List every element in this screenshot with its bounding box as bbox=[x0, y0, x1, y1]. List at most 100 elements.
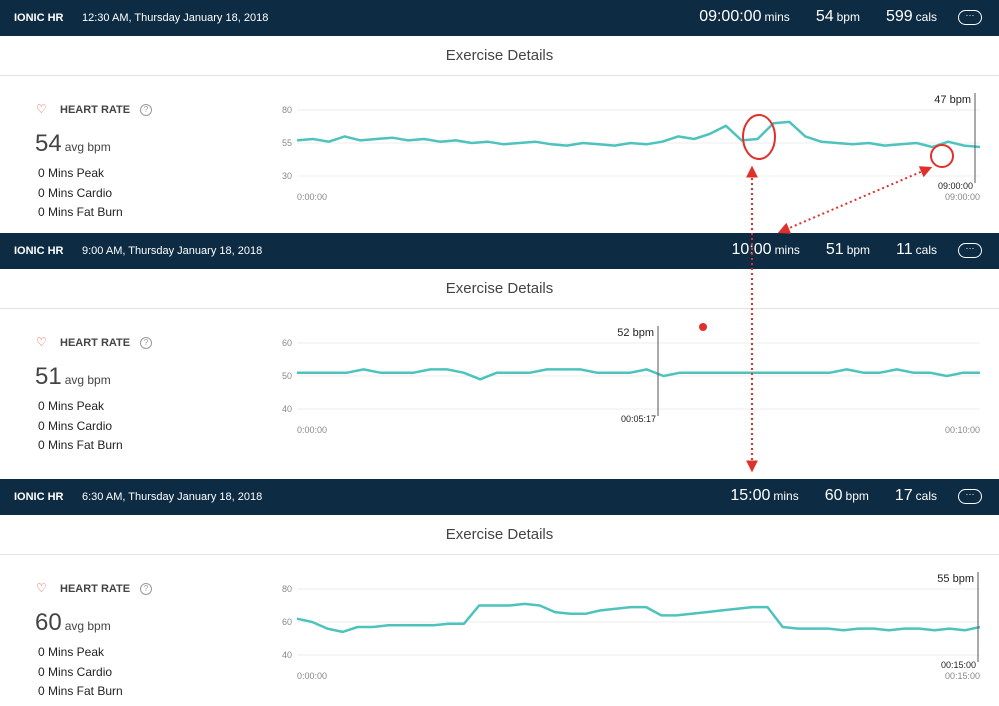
heart-rate-chart: 40 50 60 0:00:00 00:10:00 52 bpm 00:05:17 bbox=[282, 326, 980, 435]
y-tick-label: 55 bbox=[282, 138, 292, 148]
section-title: Exercise Details bbox=[445, 526, 554, 543]
zone: 0 Mins Fat Burn bbox=[38, 438, 123, 452]
stat-value: 17 bbox=[894, 487, 913, 504]
heart-rate-line bbox=[296, 120, 981, 149]
more-button[interactable]: ··· bbox=[958, 243, 982, 258]
more-button[interactable]: ··· bbox=[958, 489, 982, 504]
x-end-label: 09:00:00 bbox=[945, 192, 980, 202]
avg-bpm: 51 avg bpm bbox=[35, 363, 111, 391]
cursor-time: 00:15:00 bbox=[941, 660, 976, 670]
stat-unit: mins bbox=[774, 243, 800, 257]
avg-value: 51 bbox=[35, 363, 62, 390]
stat-value: 10:00 bbox=[731, 241, 772, 258]
cursor-label: 47 bpm bbox=[934, 94, 971, 106]
datetime: 9:00 AM, Thursday January 18, 2018 bbox=[82, 245, 263, 257]
zone: 0 Mins Cardio bbox=[38, 418, 113, 433]
stat-unit: cals bbox=[915, 243, 937, 257]
help-icon: ? bbox=[140, 104, 152, 116]
avg-bpm: 60 avg bpm bbox=[35, 609, 111, 637]
heart-rate-line bbox=[297, 368, 980, 381]
section-title: Exercise Details bbox=[445, 280, 554, 297]
stat: 599 cals bbox=[886, 8, 937, 26]
y-tick-label: 60 bbox=[282, 617, 292, 627]
zone: 0 Mins Peak bbox=[38, 166, 105, 180]
header-bar: IONIC HR 9:00 AM, Thursday January 18, 20… bbox=[0, 233, 999, 269]
cursor-label: 55 bpm bbox=[937, 573, 974, 585]
stats: 10:00 mins 51 bpm 11 cals bbox=[732, 241, 937, 259]
zone: 0 Mins Cardio bbox=[38, 664, 113, 679]
y-tick-label: 50 bbox=[282, 371, 292, 381]
zone: 0 Mins Fat Burn bbox=[38, 684, 123, 698]
divider bbox=[0, 75, 999, 76]
cursor-time: 09:00:00 bbox=[938, 181, 973, 191]
avg-bpm: 54 avg bpm bbox=[35, 130, 111, 158]
heart-icon: ♡ bbox=[36, 581, 47, 595]
stat-unit: bpm bbox=[845, 489, 869, 503]
heart-rate-label: HEART RATE bbox=[60, 337, 131, 349]
y-tick-label: 80 bbox=[282, 584, 292, 594]
stat: 54 bpm bbox=[816, 8, 860, 26]
stat-value: 15:00 bbox=[730, 487, 771, 504]
stat: 09:00:00 mins bbox=[699, 8, 790, 26]
heart-rate-chart: 30 55 80 0:00:00 09:00:00 47 bpm 09:00:00 bbox=[282, 93, 981, 202]
stat-unit: mins bbox=[773, 489, 799, 503]
heart-rate-label: HEART RATE bbox=[60, 104, 131, 116]
section-title: Exercise Details bbox=[445, 47, 554, 64]
stat-unit: bpm bbox=[836, 10, 860, 24]
heart-rate-chart: 40 60 80 0:00:00 00:15:00 55 bpm 00:15:00 bbox=[282, 572, 981, 681]
divider bbox=[0, 554, 999, 555]
cursor-label: 52 bpm bbox=[617, 327, 654, 339]
header-bar: IONIC HR 6:30 AM, Thursday January 18, 20… bbox=[0, 479, 999, 515]
stat-value: 51 bbox=[825, 241, 844, 258]
avg-value: 54 bbox=[35, 130, 62, 157]
zone: 0 Mins Cardio bbox=[38, 185, 113, 200]
help-icon: ? bbox=[140, 583, 152, 595]
stat-value: 54 bbox=[815, 8, 834, 25]
device-name: IONIC HR bbox=[14, 491, 64, 503]
y-tick-label: 40 bbox=[282, 650, 292, 660]
stats: 09:00:00 mins 54 bpm 599 cals bbox=[699, 8, 937, 26]
stat: 11 cals bbox=[896, 241, 937, 259]
stat: 60 bpm bbox=[825, 487, 869, 505]
y-tick-label: 40 bbox=[282, 404, 292, 414]
device-name: IONIC HR bbox=[14, 245, 64, 257]
datetime: 12:30 AM, Thursday January 18, 2018 bbox=[82, 12, 269, 24]
y-tick-label: 30 bbox=[282, 171, 292, 181]
stat-value: 11 bbox=[896, 241, 913, 258]
divider bbox=[0, 308, 999, 309]
stat: 15:00 mins bbox=[730, 487, 798, 505]
more-button[interactable]: ··· bbox=[958, 10, 982, 25]
x-end-label: 00:10:00 bbox=[945, 425, 980, 435]
heart-rate-line bbox=[296, 602, 981, 634]
heart-rate-label: HEART RATE bbox=[60, 583, 131, 595]
x-start-label: 0:00:00 bbox=[297, 425, 327, 435]
stat: 17 cals bbox=[895, 487, 937, 505]
x-start-label: 0:00:00 bbox=[297, 671, 327, 681]
zone: 0 Mins Peak bbox=[38, 645, 105, 659]
stat-unit: mins bbox=[764, 10, 790, 24]
device-name: IONIC HR bbox=[14, 12, 64, 24]
stat-value: 599 bbox=[885, 8, 913, 25]
stat-unit: bpm bbox=[846, 243, 871, 257]
stat: 51 bpm bbox=[826, 241, 870, 259]
help-icon: ? bbox=[140, 337, 152, 349]
cursor-time: 00:05:17 bbox=[621, 414, 656, 424]
stat-unit: cals bbox=[915, 489, 937, 503]
header-bar: IONIC HR 12:30 AM, Thursday January 18, 2… bbox=[0, 0, 999, 36]
x-end-label: 00:15:00 bbox=[945, 671, 980, 681]
heart-icon: ♡ bbox=[36, 335, 47, 349]
stat: 10:00 mins bbox=[732, 241, 800, 259]
x-start-label: 0:00:00 bbox=[297, 192, 327, 202]
stats: 15:00 mins 60 bpm 17 cals bbox=[730, 487, 937, 505]
stat-value: 09:00:00 bbox=[699, 8, 762, 25]
avg-unit: avg bpm bbox=[64, 619, 111, 633]
y-tick-label: 80 bbox=[282, 105, 292, 115]
y-tick-label: 60 bbox=[282, 338, 292, 348]
zone: 0 Mins Peak bbox=[38, 399, 105, 413]
avg-unit: avg bpm bbox=[64, 373, 111, 387]
datetime: 6:30 AM, Thursday January 18, 2018 bbox=[82, 491, 263, 503]
heart-icon: ♡ bbox=[36, 102, 47, 116]
stat-value: 60 bbox=[824, 487, 843, 504]
avg-value: 60 bbox=[35, 609, 62, 636]
